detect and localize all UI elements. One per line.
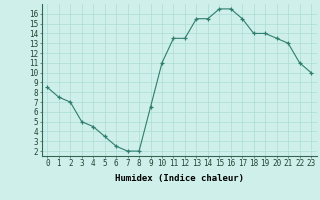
X-axis label: Humidex (Indice chaleur): Humidex (Indice chaleur): [115, 174, 244, 183]
